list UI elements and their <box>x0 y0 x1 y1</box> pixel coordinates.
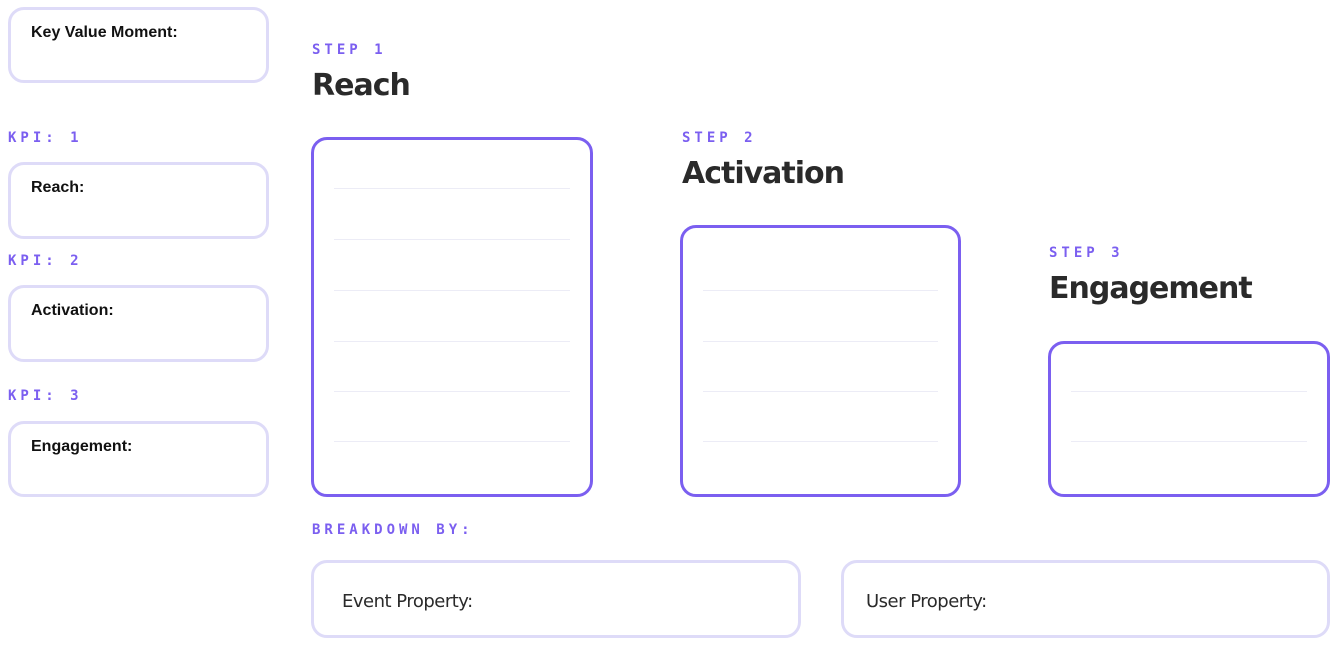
step-2-tag: STEP 2 <box>682 130 757 146</box>
ruled-line <box>334 391 570 392</box>
kpi-engagement-label: Engagement: <box>31 438 133 455</box>
step-1-box[interactable] <box>311 137 593 497</box>
step-2-title: Activation <box>682 156 845 191</box>
user-property-box[interactable]: User Property: <box>841 560 1330 638</box>
kpi-reach-box[interactable]: Reach: <box>8 162 269 239</box>
kpi-activation-box[interactable]: Activation: <box>8 285 269 362</box>
ruled-line <box>334 188 570 189</box>
step-1-tag: STEP 1 <box>312 42 387 58</box>
step-3-title: Engagement <box>1049 271 1253 306</box>
kpi-reach-label: Reach: <box>31 179 85 196</box>
kpi-2-tag: KPI: 2 <box>8 253 83 269</box>
step-2-box[interactable] <box>680 225 961 497</box>
ruled-line <box>1071 391 1307 392</box>
key-value-moment-label: Key Value Moment: <box>31 24 178 41</box>
step-3-box[interactable] <box>1048 341 1330 497</box>
ruled-line <box>1071 441 1307 442</box>
kpi-3-tag: KPI: 3 <box>8 388 83 404</box>
event-property-box[interactable]: Event Property: <box>311 560 801 638</box>
ruled-line <box>703 341 938 342</box>
kpi-engagement-box[interactable]: Engagement: <box>8 421 269 497</box>
user-property-label: User Property: <box>866 591 987 612</box>
ruled-line <box>334 239 570 240</box>
ruled-line <box>703 391 938 392</box>
ruled-line <box>334 341 570 342</box>
kpi-1-tag: KPI: 1 <box>8 130 83 146</box>
ruled-line <box>703 441 938 442</box>
ruled-line <box>334 441 570 442</box>
ruled-line <box>703 290 938 291</box>
ruled-line <box>334 290 570 291</box>
step-1-title: Reach <box>312 68 411 103</box>
step-3-tag: STEP 3 <box>1049 245 1124 261</box>
breakdown-tag: BREAKDOWN BY: <box>312 522 474 538</box>
key-value-moment-box[interactable]: Key Value Moment: <box>8 7 269 83</box>
kpi-activation-label: Activation: <box>31 302 114 319</box>
event-property-label: Event Property: <box>342 591 473 612</box>
